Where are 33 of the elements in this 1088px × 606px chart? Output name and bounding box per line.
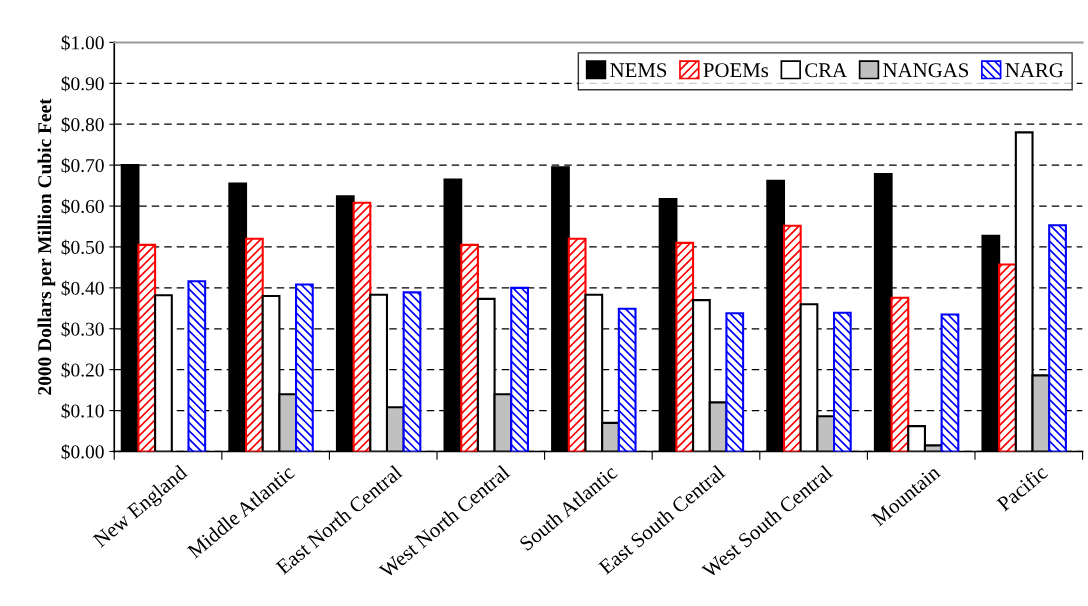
y-tick-label: $1.00 bbox=[61, 35, 104, 51]
y-tick-label: $0.10 bbox=[61, 403, 104, 419]
legend-label: NARG bbox=[1005, 63, 1064, 78]
legend-label: NEMS bbox=[610, 63, 667, 78]
bar bbox=[137, 243, 157, 452]
y-tick-label: $0.50 bbox=[61, 239, 104, 256]
bar bbox=[295, 283, 314, 452]
y-tick-label: $0.60 bbox=[61, 198, 104, 215]
y-tick-label: $0.30 bbox=[61, 321, 104, 337]
bar bbox=[998, 263, 1017, 452]
bar bbox=[832, 311, 852, 452]
bar bbox=[940, 313, 960, 452]
bar bbox=[617, 307, 637, 452]
bar bbox=[782, 224, 802, 452]
bar bbox=[187, 280, 207, 452]
legend-label: POEMs bbox=[703, 63, 769, 78]
bar bbox=[675, 241, 695, 452]
bar bbox=[460, 243, 479, 452]
y-tick-label: $0.40 bbox=[61, 280, 104, 297]
y-tick-label: $0.00 bbox=[61, 444, 104, 460]
y-tick-label: $0.80 bbox=[61, 116, 104, 133]
y-tick-label: $0.20 bbox=[61, 362, 104, 378]
bar bbox=[245, 237, 264, 452]
bar bbox=[510, 286, 529, 452]
y-tick-label: $0.70 bbox=[61, 157, 104, 174]
bar bbox=[725, 312, 745, 452]
bar bbox=[1048, 224, 1067, 452]
y-axis-title: 2000 Dollars per Million Cubic Feet bbox=[37, 98, 56, 395]
bar bbox=[402, 291, 422, 452]
legend-label: CRA bbox=[805, 63, 847, 78]
legend-label: NANGAS bbox=[883, 63, 969, 78]
y-tick-label: $0.90 bbox=[61, 75, 104, 92]
bar bbox=[890, 296, 910, 452]
